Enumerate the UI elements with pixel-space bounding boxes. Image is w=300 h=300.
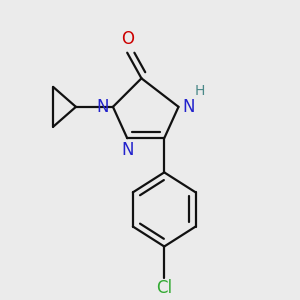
Text: H: H (195, 84, 206, 98)
Text: O: O (121, 30, 134, 48)
Text: N: N (121, 141, 134, 159)
Text: N: N (182, 98, 194, 116)
Text: Cl: Cl (156, 279, 172, 297)
Text: N: N (96, 98, 109, 116)
